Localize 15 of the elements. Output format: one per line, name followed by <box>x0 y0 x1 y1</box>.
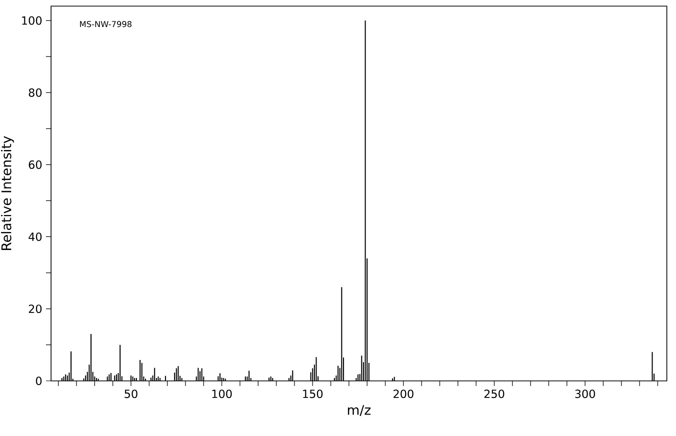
x-tick-label: 100 <box>212 390 232 398</box>
x-tick-label: 50 <box>124 390 138 398</box>
y-tick-label: 100 <box>22 16 42 25</box>
y-tick-label: 0 <box>36 376 42 386</box>
x-tick-label: 250 <box>484 390 504 398</box>
y-tick-label: 80 <box>28 88 42 97</box>
x-tick-label: 300 <box>575 390 596 398</box>
x-axis-title: m/z <box>348 405 371 416</box>
x-tick-label: 200 <box>394 390 414 398</box>
y-tick-label: 40 <box>28 232 42 241</box>
y-tick-label: 20 <box>28 304 42 314</box>
y-axis-title: Relative Intensity <box>1 136 14 250</box>
annotation: MS-NW-7998 <box>80 20 132 28</box>
y-tick-label: 60 <box>28 160 42 169</box>
x-tick-label: 150 <box>303 390 323 398</box>
